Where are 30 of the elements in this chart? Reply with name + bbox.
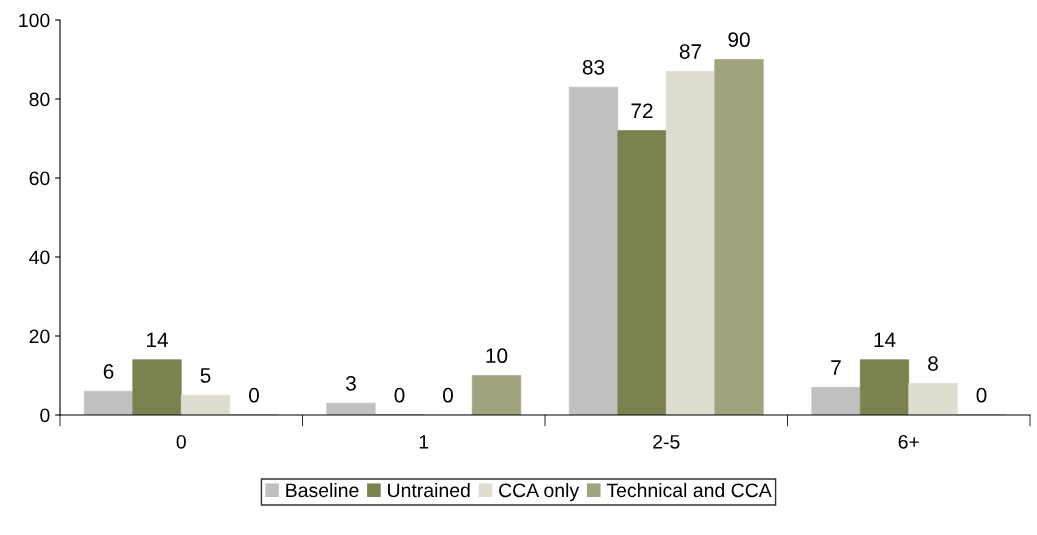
- y-tick-label: 100: [19, 13, 50, 28]
- y-tick-label: 60: [29, 171, 50, 186]
- x-tick-label: 1: [419, 435, 429, 449]
- data-label: 5: [200, 368, 211, 383]
- x-tick-label: 2-5: [653, 434, 680, 449]
- data-label: 90: [728, 32, 750, 48]
- data-label: 14: [874, 332, 896, 348]
- y-tick-label: 0: [40, 408, 50, 423]
- data-label: 0: [976, 387, 987, 403]
- data-label: 0: [249, 387, 259, 403]
- x-tick-label: 0: [176, 434, 186, 449]
- y-tick-label: 80: [29, 92, 50, 107]
- data-label: 83: [582, 59, 605, 75]
- data-label: 10: [486, 348, 508, 364]
- data-label: 72: [631, 103, 653, 118]
- data-label: 3: [346, 375, 356, 391]
- y-tick-label: 20: [29, 329, 50, 344]
- data-label: 14: [147, 332, 168, 348]
- y-tick-label: 40: [29, 250, 50, 265]
- data-label: 7: [831, 360, 841, 375]
- legend-label: CCA only: [499, 482, 580, 502]
- data-label: 87: [679, 44, 702, 59]
- x-tick-label: 6+: [898, 434, 919, 449]
- legend-label: Baseline: [286, 482, 359, 498]
- legend-label: Untrained: [388, 482, 470, 498]
- legend-label: Technical and CCA: [606, 482, 772, 498]
- data-label: 6: [103, 364, 114, 379]
- data-label: 0: [443, 387, 453, 403]
- data-label: 8: [928, 356, 938, 371]
- data-label: 0: [394, 387, 405, 403]
